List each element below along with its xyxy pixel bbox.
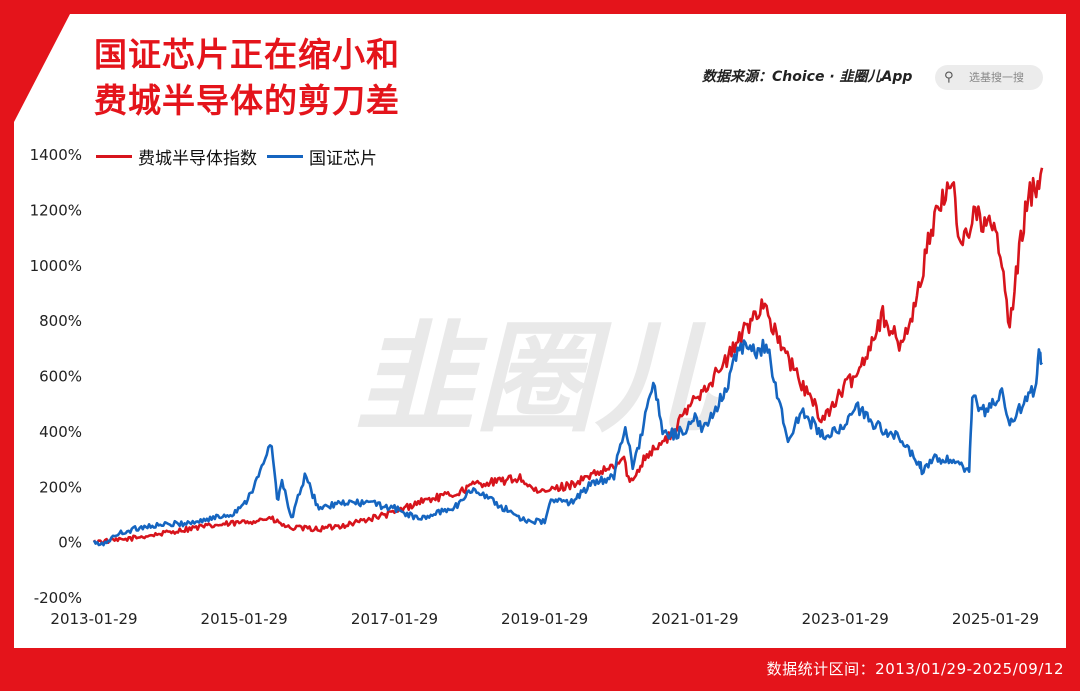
y-axis: -200% 0% 200% 400% 600% 800% 1000% 1200% 1400% <box>30 146 82 607</box>
y-tick-label: 400% <box>39 423 82 441</box>
title-line-2: 费城半导体的剪刀差 <box>94 81 400 120</box>
x-tick-label: 2017-01-29 <box>351 610 438 628</box>
legend-swatch-sox <box>96 155 132 158</box>
series-line-1 <box>92 338 1044 547</box>
x-tick-label: 2013-01-29 <box>50 610 137 628</box>
x-tick-label: 2015-01-29 <box>201 610 288 628</box>
search-box[interactable]: ⚲ 选基搜一搜 <box>935 65 1043 90</box>
y-tick-label: 1200% <box>30 201 82 219</box>
legend-label-sox: 费城半导体指数 <box>138 149 257 169</box>
data-range-label: 数据统计区间：2013/01/29-2025/09/12 <box>766 660 1064 678</box>
y-tick-label: 200% <box>39 478 82 496</box>
legend-item-chip: 国证芯片 <box>267 144 377 169</box>
corner-decoration <box>14 14 70 122</box>
line-chart: 韭圈儿 -200% 0% 200% 400% 600% 800% 1000% 1200% 140… <box>30 146 1044 628</box>
series-layer <box>92 167 1044 547</box>
y-tick-label: 600% <box>39 368 82 386</box>
legend-item-sox: 费城半导体指数 <box>96 144 257 169</box>
y-tick-label: 0% <box>58 534 82 552</box>
x-axis: 2013-01-29 2015-01-29 2017-01-29 2019-01-29… <box>50 610 1039 628</box>
y-tick-label: 1000% <box>30 257 82 275</box>
x-tick-label: 2023-01-29 <box>802 610 889 628</box>
chart-legend: 费城半导体指数 国证芯片 <box>96 144 387 169</box>
x-tick-label: 2021-01-29 <box>651 610 738 628</box>
x-tick-label: 2025-01-29 <box>952 610 1039 628</box>
legend-swatch-chip <box>267 155 303 158</box>
y-tick-label: -200% <box>34 589 82 607</box>
y-tick-label: 1400% <box>30 146 82 164</box>
data-source: 数据来源：Choice · 韭圈儿App <box>702 69 913 85</box>
x-tick-label: 2019-01-29 <box>501 610 588 628</box>
legend-label-chip: 国证芯片 <box>309 149 377 169</box>
search-placeholder: 选基搜一搜 <box>969 71 1024 84</box>
watermark-text: 韭圈儿 <box>355 310 719 449</box>
y-tick-label: 800% <box>39 312 82 330</box>
series-line-0 <box>92 167 1044 545</box>
chart-title: 国证芯片正在缩小和 费城半导体的剪刀差 <box>94 32 400 124</box>
search-icon: ⚲ <box>944 70 954 85</box>
title-line-1: 国证芯片正在缩小和 <box>94 35 400 74</box>
